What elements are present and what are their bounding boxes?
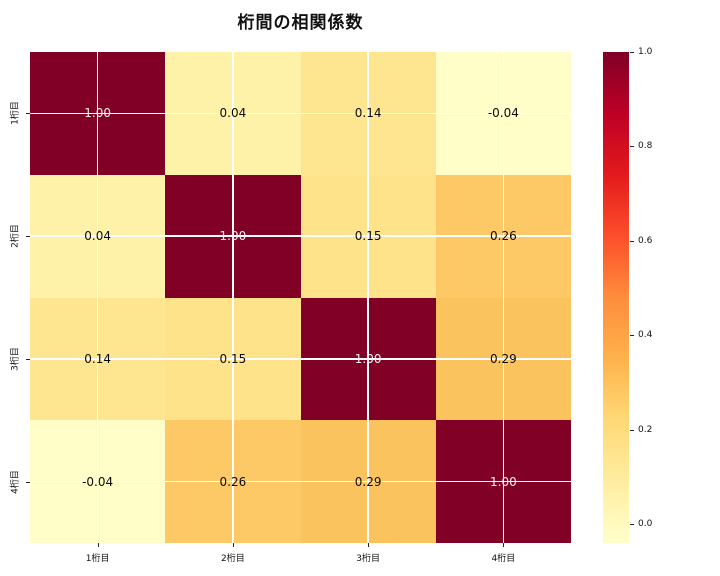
heatmap-cell: 0.26 — [165, 420, 301, 543]
cell-value: 1.00 — [490, 474, 517, 489]
colorbar-tick-label: 0.6 — [638, 235, 653, 246]
cell-value: -0.04 — [82, 474, 114, 489]
cell-value: 0.15 — [354, 229, 382, 244]
heatmap-cell: 0.29 — [300, 420, 436, 543]
x-tick-label: 1桁目 — [85, 554, 110, 564]
cell-value: 1.00 — [354, 351, 382, 366]
x-tick-label: 4桁目 — [491, 554, 516, 564]
cell-value: 0.14 — [84, 351, 111, 366]
x-axis-tick-mark — [503, 543, 505, 547]
heatmap-cell: 0.26 — [435, 174, 571, 298]
colorbar-tick-mark — [630, 146, 634, 148]
y-axis-tick-mark — [26, 236, 30, 238]
colorbar-tick-mark — [630, 524, 634, 526]
heatmap-cell: 0.04 — [165, 52, 301, 175]
cell-value: 0.26 — [219, 474, 247, 489]
y-tick-label: 4桁目 — [10, 469, 21, 494]
y-axis-tick-mark — [26, 113, 30, 115]
colorbar-tick-mark — [630, 429, 634, 431]
cell-value: 0.26 — [490, 229, 517, 244]
x-axis-tick-mark — [368, 543, 370, 547]
colorbar-tick-label: 0.4 — [638, 330, 653, 341]
cell-value: 0.14 — [354, 106, 382, 121]
cell-value: -0.04 — [487, 106, 519, 121]
x-tick-label: 3桁目 — [356, 554, 380, 564]
colorbar-tick-mark — [630, 52, 634, 53]
heatmap-cell: 1.00 — [435, 420, 571, 543]
y-tick-label: 3桁目 — [10, 347, 21, 371]
colorbar-tick-label: 0.0 — [638, 519, 653, 530]
cell-value: 1.00 — [219, 229, 247, 244]
chart-title: 桁間の相関係数 — [237, 13, 364, 33]
heatmap-grid: 1.00 0.04 0.14 -0.04 0.04 1.00 0.15 0.26 0.14 0.1… — [30, 52, 571, 543]
heatmap-cell: 1.00 — [30, 52, 166, 175]
heatmap-cell: 0.04 — [30, 174, 166, 298]
x-axis-tick-mark — [232, 543, 234, 547]
colorbar — [603, 52, 629, 543]
cell-value: 1.00 — [84, 106, 111, 121]
heatmap-cell: 1.00 — [165, 174, 301, 298]
cell-value: 0.29 — [490, 351, 517, 366]
cell-value: 0.04 — [219, 106, 247, 121]
y-axis-tick-mark — [26, 481, 30, 483]
cell-value: 0.15 — [219, 351, 247, 366]
heatmap-cell: 1.00 — [300, 297, 436, 421]
cell-value: 0.04 — [84, 229, 111, 244]
colorbar-tick-mark — [630, 240, 634, 242]
x-axis-tick-mark — [97, 543, 99, 547]
cell-value: 0.29 — [354, 474, 382, 489]
heatmap-cell: 0.14 — [300, 52, 436, 175]
y-tick-label: 1桁目 — [10, 101, 21, 126]
heatmap-cell: 0.14 — [30, 297, 166, 421]
colorbar-tick-label: 0.8 — [638, 141, 653, 152]
heatmap-cell: 0.15 — [300, 174, 436, 298]
heatmap-cell: -0.04 — [435, 52, 571, 175]
heatmap-cell: -0.04 — [30, 420, 166, 543]
colorbar-tick-mark — [630, 335, 634, 337]
colorbar-tick-label: 1.0 — [638, 47, 653, 57]
heatmap-cell: 0.15 — [165, 297, 301, 421]
heatmap-cell: 0.29 — [435, 297, 571, 421]
y-axis-tick-mark — [26, 358, 30, 360]
y-tick-label: 2桁目 — [10, 224, 21, 248]
colorbar-tick-label: 0.2 — [638, 424, 653, 435]
x-tick-label: 2桁目 — [221, 554, 245, 564]
